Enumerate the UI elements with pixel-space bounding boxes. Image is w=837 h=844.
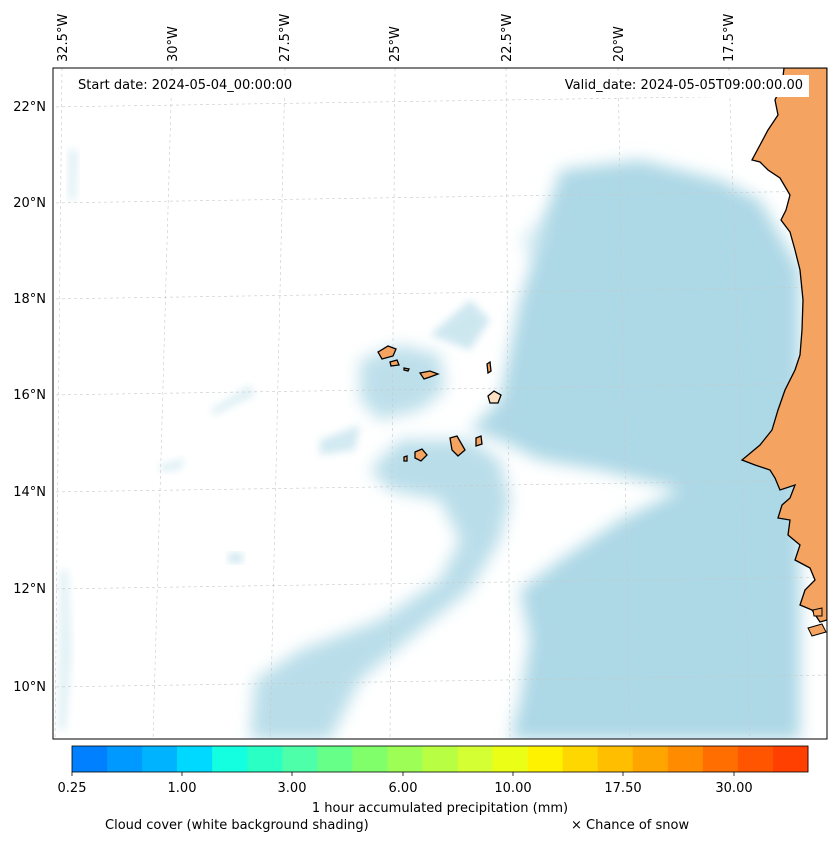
colorbar-cell [702, 746, 739, 772]
colorbar-ticks [71, 772, 735, 776]
colorbar-cell [492, 746, 529, 772]
colorbar-cell [772, 746, 809, 772]
valid-date-label: Valid_date: 2024-05-05T09:00:00.00 [558, 75, 809, 97]
colorbar-cell [597, 746, 634, 772]
lon-label: 32.5°W [56, 14, 71, 62]
colorbar-cell [282, 746, 318, 772]
latitude-labels: 22°N 20°N 18°N 16°N 14°N 12°N 10°N [13, 100, 46, 695]
colorbar-tick-label: 30.00 [715, 781, 753, 796]
cape-verde-islands [377, 345, 502, 462]
island-brava [403, 455, 408, 462]
cloud-cover-note: Cloud cover (white background shading) [105, 818, 369, 833]
island-santiago [449, 435, 466, 457]
island-santa-luzia [403, 367, 410, 372]
colorbar-cell [632, 746, 669, 772]
colorbar-cell [667, 746, 704, 772]
lat-label: 22°N [13, 100, 46, 115]
island-sao-vicente [389, 359, 400, 367]
island-sal [486, 360, 492, 375]
colorbar-cell [247, 746, 283, 772]
colorbar-cell [562, 746, 599, 772]
snow-chance-note: × Chance of snow [571, 818, 690, 833]
bijagos-island [807, 623, 827, 637]
colorbar-tick-label: 1.00 [167, 781, 197, 796]
lon-label: 20°W [612, 26, 627, 62]
lat-label: 12°N [13, 582, 46, 597]
africa-landmass [740, 68, 827, 623]
island-maio [475, 435, 483, 447]
colorbar-frame [71, 745, 809, 773]
colorbar-cell [317, 746, 353, 772]
colorbar-cell [387, 746, 423, 772]
colorbar-tick-label: 0.25 [57, 781, 87, 796]
colorbar-cell [142, 746, 178, 772]
colorbar-cell [457, 746, 494, 772]
island-santo-antao [377, 345, 397, 360]
colorbar-cell [737, 746, 774, 772]
colorbar-cell [72, 746, 108, 772]
colorbar-title: 1 hour accumulated precipitation (mm) [311, 801, 569, 816]
lon-label: 17.5°W [722, 14, 737, 62]
colorbar-tick-label: 17.50 [604, 781, 642, 796]
colorbar-cell [107, 746, 143, 772]
colorbar-cell [527, 746, 564, 772]
graticule [53, 68, 827, 739]
colorbar [72, 746, 809, 772]
bissau-island [812, 607, 823, 617]
island-boa-vista [487, 390, 502, 404]
colorbar-tick-label: 3.00 [277, 781, 307, 796]
lat-label: 14°N [13, 485, 46, 500]
lat-label: 20°N [13, 196, 46, 211]
map-frame [52, 67, 828, 740]
colorbar-cell [352, 746, 388, 772]
colorbar-cell [177, 746, 213, 772]
colorbar-cell [422, 746, 459, 772]
lat-label: 18°N [13, 292, 46, 307]
lat-label: 10°N [13, 680, 46, 695]
colorbar-cell [212, 746, 248, 772]
start-date-label: Start date: 2024-05-04_00:00:00 [72, 75, 299, 97]
lon-label: 22.5°W [500, 14, 515, 62]
lat-label: 16°N [13, 388, 46, 403]
longitude-labels: 32.5°W 30°W 27.5°W 25°W 22.5°W 20°W 17.5… [56, 14, 737, 62]
colorbar-tick-label: 6.00 [388, 781, 418, 796]
island-sao-nicolau [418, 370, 440, 380]
colorbar-tick-label: 10.00 [494, 781, 532, 796]
lon-label: 30°W [166, 26, 181, 62]
lon-label: 27.5°W [278, 14, 293, 62]
cloud-cover-layer [58, 150, 800, 739]
map-layers [53, 68, 827, 739]
lon-label: 25°W [388, 26, 403, 62]
island-fogo [414, 448, 428, 462]
